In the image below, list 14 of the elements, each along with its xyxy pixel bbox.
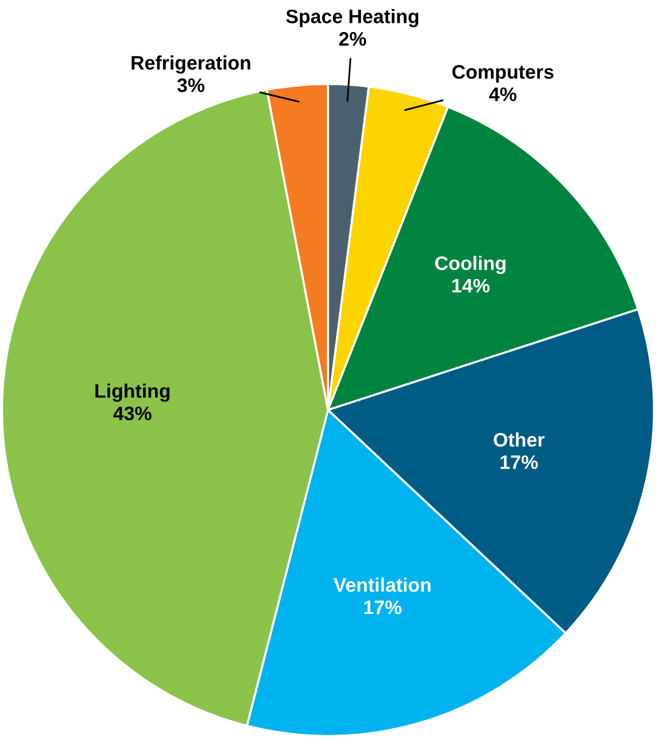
data-label: 43%	[113, 406, 152, 420]
data-label: 2%	[339, 32, 366, 46]
data-label: 14%	[452, 278, 490, 292]
data-label: 3%	[177, 78, 204, 92]
slice-label: Space Heating	[286, 9, 418, 28]
slice-label: Refrigeration	[132, 55, 250, 74]
data-label: 17%	[500, 455, 538, 470]
data-label: 17%	[364, 600, 402, 614]
slice-label: Ventilation	[334, 578, 431, 592]
slice-label: Other	[494, 432, 545, 447]
data-label: 4%	[489, 87, 516, 102]
slice-label: Lighting	[95, 384, 170, 402]
slice-label: Cooling	[435, 256, 506, 274]
slice-label: Computers	[452, 65, 554, 83]
